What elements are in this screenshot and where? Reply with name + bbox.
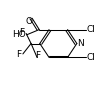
Text: Cl: Cl: [87, 53, 95, 62]
Text: F: F: [19, 28, 25, 37]
Text: F: F: [16, 50, 21, 59]
Text: N: N: [78, 39, 84, 48]
Text: Cl: Cl: [87, 25, 95, 34]
Text: F: F: [35, 51, 40, 60]
Text: O: O: [26, 17, 33, 25]
Text: HO: HO: [12, 30, 26, 39]
